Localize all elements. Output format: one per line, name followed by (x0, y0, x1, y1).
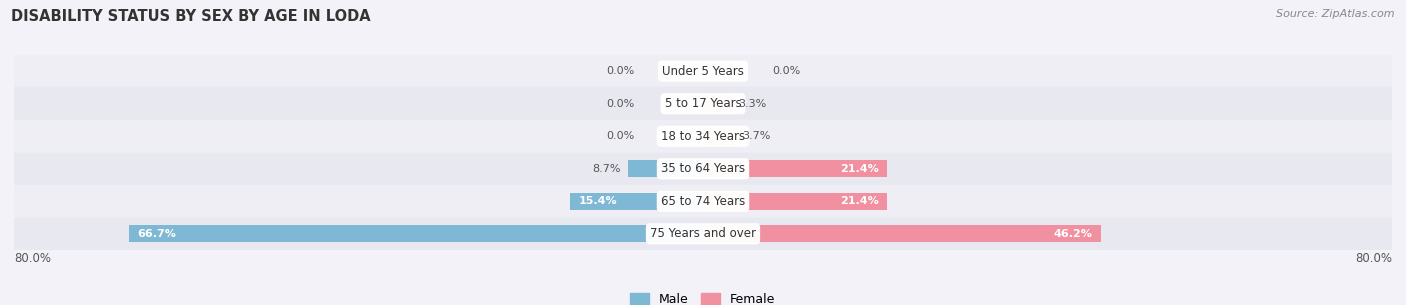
Text: 3.3%: 3.3% (738, 99, 766, 109)
Bar (14, 55, 1392, 88)
Text: Source: ZipAtlas.com: Source: ZipAtlas.com (1277, 9, 1395, 19)
Text: DISABILITY STATUS BY SEX BY AGE IN LODA: DISABILITY STATUS BY SEX BY AGE IN LODA (11, 9, 371, 24)
Text: 80.0%: 80.0% (1355, 252, 1392, 265)
Text: 65 to 74 Years: 65 to 74 Years (661, 195, 745, 208)
Bar (628, 160, 703, 177)
Text: 21.4%: 21.4% (839, 196, 879, 206)
Bar (703, 160, 887, 177)
Text: 75 Years and over: 75 Years and over (650, 227, 756, 240)
Text: 0.0%: 0.0% (606, 66, 634, 76)
Text: 46.2%: 46.2% (1053, 229, 1092, 239)
Bar (128, 225, 703, 242)
Text: 3.7%: 3.7% (742, 131, 770, 141)
Text: 5 to 17 Years: 5 to 17 Years (665, 97, 741, 110)
Text: 21.4%: 21.4% (839, 164, 879, 174)
Bar (703, 128, 735, 145)
Bar (14, 120, 1392, 152)
Bar (14, 217, 1392, 250)
Text: 0.0%: 0.0% (606, 99, 634, 109)
Text: 66.7%: 66.7% (138, 229, 176, 239)
Bar (703, 225, 1101, 242)
Text: 15.4%: 15.4% (579, 196, 617, 206)
Text: 35 to 64 Years: 35 to 64 Years (661, 162, 745, 175)
Bar (14, 152, 1392, 185)
Bar (703, 95, 731, 112)
Text: 18 to 34 Years: 18 to 34 Years (661, 130, 745, 143)
Bar (571, 193, 703, 210)
Legend: Male, Female: Male, Female (630, 293, 776, 305)
Text: 0.0%: 0.0% (606, 131, 634, 141)
Text: Under 5 Years: Under 5 Years (662, 65, 744, 78)
Bar (14, 88, 1392, 120)
Text: 8.7%: 8.7% (593, 164, 621, 174)
Bar (703, 193, 887, 210)
Text: 0.0%: 0.0% (772, 66, 800, 76)
Text: 80.0%: 80.0% (14, 252, 51, 265)
Bar (14, 185, 1392, 217)
